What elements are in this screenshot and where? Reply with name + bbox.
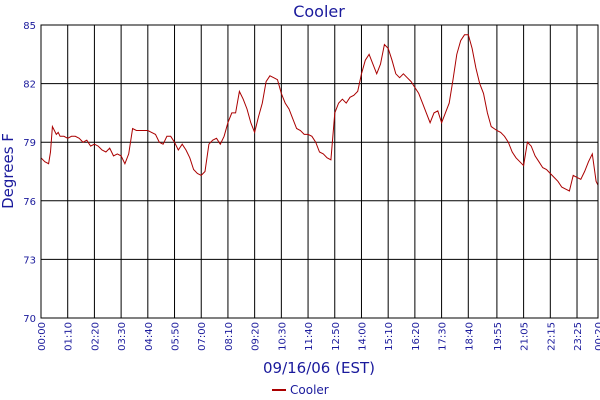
x-tick-label: 04:40	[144, 322, 155, 351]
x-tick-label: 09:20	[251, 322, 262, 351]
legend-label: Cooler	[290, 383, 329, 397]
y-tick-label: 76	[23, 197, 36, 208]
x-tick-label: 17:30	[438, 322, 449, 351]
x-tick-label: 11:40	[304, 322, 315, 351]
x-tick-labels: 00:00 01:10 02:20 03:30 04:40 05:50 07:00 08:10…	[37, 322, 600, 351]
x-tick-label: 19:55	[493, 322, 504, 351]
x-tick-label: 00:20	[594, 322, 600, 351]
series-line-0	[40, 34, 599, 192]
chart-title: Cooler	[293, 2, 345, 21]
y-tick-label: 85	[23, 21, 36, 32]
x-axis-label: 09/16/06 (EST)	[263, 359, 375, 377]
x-tick-label: 18:40	[464, 322, 475, 351]
legend: Cooler	[272, 383, 329, 397]
x-tick-label: 02:20	[90, 322, 101, 351]
x-tick-label: 05:50	[171, 322, 182, 351]
plot-frame	[40, 24, 599, 319]
x-tick-label: 23:25	[573, 322, 584, 351]
x-tick-label: 15:10	[384, 322, 395, 351]
y-tick-label: 73	[23, 255, 36, 266]
y-tick-label: 70	[23, 314, 36, 325]
x-tick-label: 08:10	[224, 322, 235, 351]
x-tick-label: 16:20	[411, 322, 422, 351]
y-tick-label: 82	[23, 80, 36, 91]
x-tick-label: 14:00	[357, 322, 368, 351]
x-tick-label: 03:30	[117, 322, 128, 351]
y-tick-labels: 70 73 76 79 82 85	[23, 21, 36, 325]
x-tick-label: 21:05	[520, 322, 531, 351]
x-tick-label: 10:30	[277, 322, 288, 351]
x-tick-label: 01:10	[64, 322, 75, 351]
grid-lines	[40, 24, 599, 319]
x-tick-label: 07:00	[197, 322, 208, 351]
x-tick-label: 12:50	[331, 322, 342, 351]
x-tick-label: 22:15	[546, 322, 557, 351]
y-tick-label: 79	[23, 138, 36, 149]
x-tick-label: 00:00	[37, 322, 48, 351]
series-lines	[40, 34, 599, 192]
y-axis-label: Degrees F	[0, 133, 17, 209]
